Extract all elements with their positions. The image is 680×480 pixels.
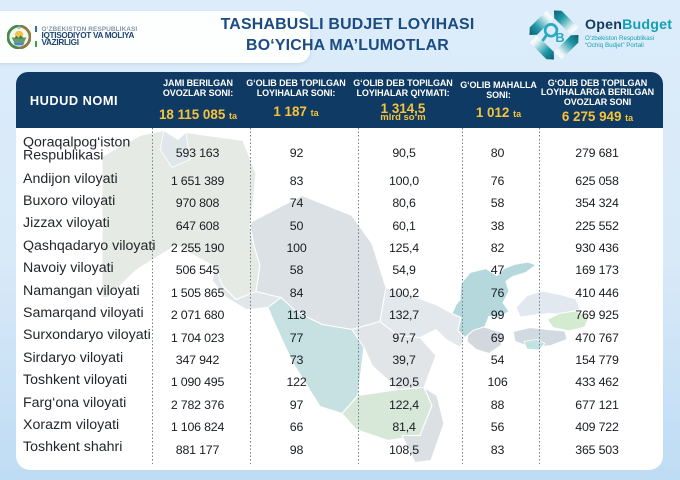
svg-text:B: B	[555, 29, 564, 44]
